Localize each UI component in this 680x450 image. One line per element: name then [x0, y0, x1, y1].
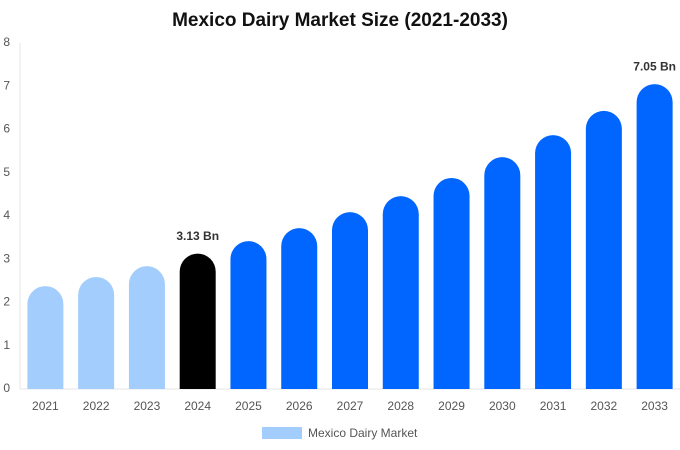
legend-swatch: [262, 427, 302, 439]
x-tick-label: 2033: [641, 399, 668, 413]
bar: [535, 135, 572, 389]
bar: [484, 157, 521, 389]
y-tick-label: 8: [3, 35, 10, 49]
y-tick-label: 3: [3, 251, 10, 265]
value-label: 3.13 Bn: [176, 229, 219, 243]
x-tick-label: 2027: [337, 399, 364, 413]
chart-title: Mexico Dairy Market Size (2021-2033): [172, 10, 508, 31]
x-tick-label: 2029: [438, 399, 465, 413]
bar: [636, 84, 673, 390]
bar: [179, 253, 216, 389]
x-tick-label: 2028: [387, 399, 414, 413]
x-tick-label: 2021: [32, 399, 59, 413]
x-tick-label: 2024: [184, 399, 211, 413]
x-tick-label: 2031: [540, 399, 567, 413]
x-tick-label: 2030: [489, 399, 516, 413]
bar: [281, 228, 318, 389]
y-tick-label: 4: [3, 208, 10, 222]
y-tick-label: 6: [3, 122, 10, 136]
bar: [433, 177, 470, 389]
y-tick-label: 0: [3, 381, 10, 395]
bar: [128, 266, 165, 389]
y-tick-label: 7: [3, 78, 10, 92]
y-tick-label: 5: [3, 165, 10, 179]
bar: [230, 241, 267, 389]
x-tick-label: 2026: [286, 399, 313, 413]
y-tick-label: 1: [3, 338, 10, 352]
bar: [585, 110, 622, 389]
x-tick-label: 2025: [235, 399, 262, 413]
bar: [78, 276, 115, 389]
y-tick-label: 2: [3, 295, 10, 309]
value-label: 7.05 Bn: [633, 59, 676, 73]
legend-label: Mexico Dairy Market: [308, 426, 418, 440]
x-tick-label: 2023: [134, 399, 161, 413]
x-tick-label: 2032: [590, 399, 617, 413]
x-tick-label: 2022: [83, 399, 110, 413]
bar: [382, 196, 419, 389]
bar: [332, 212, 368, 389]
bar: [27, 286, 64, 389]
